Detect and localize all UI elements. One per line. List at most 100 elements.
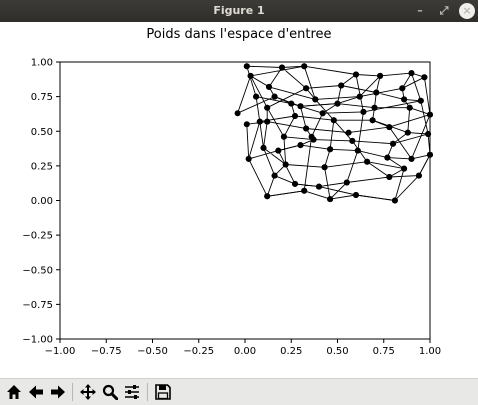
maximize-icon[interactable]: ⤢ (436, 3, 452, 19)
minimize-icon[interactable]: – (412, 3, 428, 19)
data-point (279, 65, 285, 71)
data-point (311, 137, 317, 143)
close-icon[interactable]: × (459, 3, 475, 19)
y-tick-label: −0.75 (22, 300, 53, 311)
save-icon (155, 384, 171, 400)
home-icon (6, 384, 22, 400)
data-point (303, 126, 309, 132)
data-point (261, 145, 267, 151)
y-tick-label: 0.75 (31, 92, 53, 103)
data-point (327, 146, 333, 152)
data-point (272, 94, 278, 100)
toolbar-separator (72, 383, 73, 401)
data-point (409, 70, 415, 76)
data-point (418, 98, 424, 104)
data-point (301, 188, 307, 194)
window-titlebar[interactable]: Figure 1 – ⤢ × (0, 0, 478, 22)
data-point (401, 166, 407, 172)
x-tick-label: 1.00 (419, 346, 441, 357)
data-point (320, 110, 326, 116)
data-point (386, 174, 392, 180)
data-point (248, 73, 254, 79)
configure-subplots-button[interactable] (122, 382, 142, 402)
pan-button[interactable] (78, 382, 98, 402)
sliders-icon (124, 384, 140, 400)
y-tick-label: 1.00 (31, 58, 53, 69)
zoom-button[interactable] (100, 382, 120, 402)
arrow-left-icon (28, 384, 44, 400)
y-axis-ticks: −1.00 −0.75 −0.50 −0.25 0.00 0.25 0.50 0.75 1.00 (22, 58, 60, 346)
data-point (349, 138, 355, 144)
data-point (316, 184, 322, 190)
data-point (327, 196, 333, 202)
data-point (360, 109, 366, 115)
save-button[interactable] (153, 382, 173, 402)
navigation-toolbar (0, 378, 478, 405)
data-point (353, 192, 359, 198)
data-point (407, 105, 413, 111)
data-point (244, 63, 250, 69)
data-point (399, 85, 405, 91)
data-point (246, 156, 252, 162)
figure-canvas[interactable]: Poids dans l'espace d'entree −1.00 −0.75 −… (0, 22, 478, 378)
data-point (272, 173, 278, 179)
data-point (322, 164, 328, 170)
data-point (298, 103, 304, 109)
x-tick-label: −0.75 (91, 346, 122, 357)
data-point (235, 110, 241, 116)
zoom-icon (102, 384, 118, 400)
data-point (390, 141, 396, 147)
data-point (335, 101, 341, 107)
series-layer (235, 63, 433, 203)
y-tick-label: 0.25 (31, 161, 53, 172)
chart-title: Poids dans l'espace d'entree (146, 27, 331, 42)
data-point (364, 159, 370, 165)
move-icon (80, 384, 96, 400)
data-point (303, 85, 309, 91)
data-point (409, 156, 415, 162)
data-point (264, 105, 270, 111)
data-point (264, 193, 270, 199)
data-point (244, 121, 250, 127)
data-point (288, 101, 294, 107)
data-point (283, 162, 289, 168)
x-tick-label: 0.75 (373, 346, 395, 357)
data-point (421, 74, 427, 80)
data-point (264, 119, 270, 125)
x-tick-label: 0.25 (280, 346, 302, 357)
data-point (392, 198, 398, 204)
x-tick-label: −0.50 (137, 346, 168, 357)
data-point (353, 72, 359, 78)
data-point (257, 119, 263, 125)
x-tick-label: −0.25 (183, 346, 214, 357)
arrow-right-icon (50, 384, 66, 400)
data-point (275, 148, 281, 154)
data-point (266, 84, 272, 90)
y-tick-label: −0.25 (22, 231, 53, 242)
data-point (370, 117, 376, 123)
data-point (357, 94, 363, 100)
data-point (253, 94, 259, 100)
data-point (372, 105, 378, 111)
data-point (355, 148, 361, 154)
data-point (377, 73, 383, 79)
window-title: Figure 1 (0, 4, 478, 17)
data-point (384, 155, 390, 161)
x-tick-label: −1.00 (45, 346, 76, 357)
data-point (344, 180, 350, 186)
data-point (312, 96, 318, 102)
data-point (298, 142, 304, 148)
data-point (416, 173, 422, 179)
data-point (292, 181, 298, 187)
data-point (386, 124, 392, 130)
data-point (292, 113, 298, 119)
back-button[interactable] (26, 382, 46, 402)
toolbar-separator (147, 383, 148, 401)
x-tick-label: 0.00 (234, 346, 256, 357)
home-button[interactable] (4, 382, 24, 402)
data-point (338, 83, 344, 89)
forward-button[interactable] (48, 382, 68, 402)
y-tick-label: 0.00 (31, 196, 53, 207)
y-tick-label: −0.50 (22, 265, 53, 276)
y-tick-label: 0.50 (31, 127, 53, 138)
